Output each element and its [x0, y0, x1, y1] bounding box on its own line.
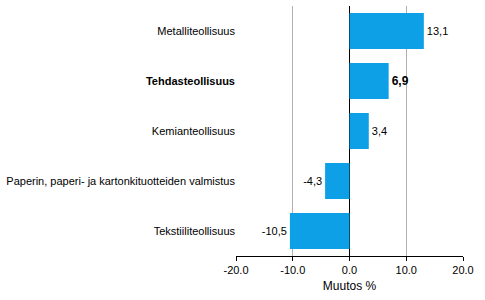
svg-text:-10,5: -10,5 [262, 225, 287, 237]
svg-text:-10.0: -10.0 [280, 264, 305, 276]
svg-text:6,9: 6,9 [392, 74, 409, 88]
svg-text:3,4: 3,4 [372, 125, 387, 137]
svg-text:Metalliteollisuus: Metalliteollisuus [157, 25, 235, 37]
svg-text:Kemianteollisuus: Kemianteollisuus [152, 125, 236, 137]
svg-text:-4,3: -4,3 [303, 175, 322, 187]
svg-text:Muutos %: Muutos % [323, 279, 377, 293]
svg-text:-20.0: -20.0 [223, 264, 248, 276]
svg-text:Tekstiiliteollisuus: Tekstiiliteollisuus [154, 225, 236, 237]
svg-text:20.0: 20.0 [452, 264, 473, 276]
svg-text:10.0: 10.0 [396, 264, 417, 276]
svg-text:Tehdasteollisuus: Tehdasteollisuus [146, 75, 235, 87]
svg-text:0.0: 0.0 [342, 264, 357, 276]
svg-text:13,1: 13,1 [427, 25, 448, 37]
svg-text:Paperin, paperi- ja kartonkitu: Paperin, paperi- ja kartonkituotteiden v… [6, 175, 235, 187]
